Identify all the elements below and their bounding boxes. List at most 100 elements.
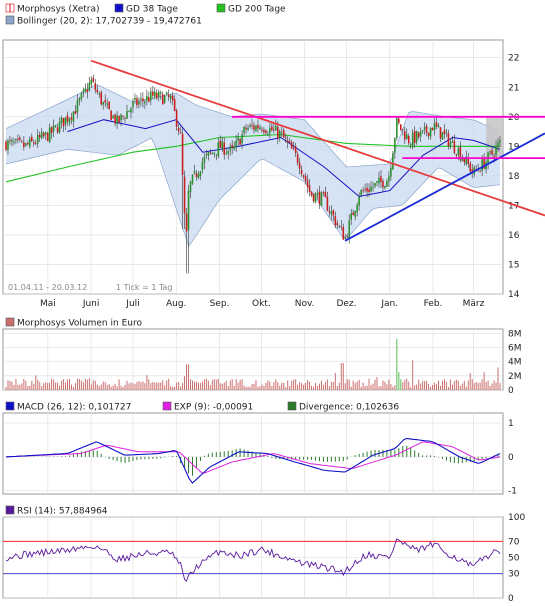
signal-line — [5, 441, 501, 474]
candle-body — [286, 140, 289, 143]
legend-swatch — [216, 3, 226, 13]
candle-body — [441, 132, 444, 140]
candle-body — [80, 93, 83, 99]
candle-body — [66, 115, 69, 122]
candle-body — [358, 196, 360, 206]
candle-body — [175, 110, 178, 127]
y-tick-label: 50 — [508, 554, 520, 564]
candle-body — [493, 155, 495, 157]
candle-body — [225, 152, 228, 154]
candle-body — [217, 142, 220, 157]
macd-panel — [2, 412, 504, 495]
candle-body — [27, 143, 29, 145]
candle-body — [306, 180, 309, 187]
candle-body — [425, 125, 428, 133]
candle-body — [118, 115, 120, 123]
candle-body — [257, 125, 259, 129]
legend-swatch — [5, 15, 15, 25]
candle-body — [298, 162, 301, 169]
candle-body — [13, 141, 15, 143]
candle-body — [350, 213, 352, 220]
y-tick-label: 0 — [508, 386, 514, 396]
candle-body — [233, 146, 235, 149]
candle-body — [54, 125, 57, 127]
candle-body — [280, 132, 283, 133]
legend-label: Morphosys Volumen in Euro — [17, 319, 142, 329]
candle-body — [56, 127, 59, 133]
candle-body — [114, 114, 116, 124]
candle-body — [44, 132, 47, 135]
y-tick-label: 0 — [508, 453, 514, 463]
candle-body — [9, 140, 11, 142]
candle-body — [433, 123, 436, 130]
candle-body — [247, 127, 249, 130]
y-tick-label: 2M — [508, 372, 522, 382]
price-legend: Morphosys (Xetra) GD 38 Tage GD 200 Tage Bo… — [5, 3, 286, 27]
candle-body — [209, 152, 212, 154]
candle-body — [58, 121, 61, 133]
candle-body — [86, 89, 89, 93]
candle-body — [88, 82, 91, 91]
candle-body — [11, 140, 13, 142]
candle-body — [193, 171, 196, 173]
candle-body — [284, 137, 287, 139]
candle-body — [112, 115, 114, 119]
candle-body — [419, 131, 422, 137]
candle-body — [310, 191, 313, 196]
candle-body — [154, 91, 156, 97]
candle-body — [489, 151, 491, 153]
candle-body — [261, 129, 263, 131]
y-tick-label: 20 — [508, 113, 520, 123]
candle-body — [326, 196, 329, 211]
candle-body — [34, 143, 37, 145]
candle-body — [92, 77, 95, 82]
legend-label: Morphosys (Xetra) — [17, 5, 100, 15]
candle-body — [322, 192, 325, 194]
candle-body — [32, 141, 35, 144]
candle-body — [255, 125, 257, 132]
candle-body — [467, 158, 470, 164]
y-tick-label: 8M — [508, 329, 522, 339]
candle-body — [469, 163, 472, 172]
candle-body — [356, 204, 358, 213]
shaded-resistance-zone — [486, 116, 503, 159]
candle-body — [23, 142, 25, 148]
candle-body — [130, 108, 132, 113]
candle-body — [17, 138, 19, 140]
y-tick-label: 100 — [508, 513, 525, 523]
candle-body — [169, 95, 172, 99]
candle-body — [167, 94, 170, 98]
candle-body — [221, 141, 224, 150]
candle-body — [384, 186, 386, 188]
date-range-note: 01.04.11 - 20.03.12 — [8, 283, 87, 292]
candle-body — [48, 127, 51, 143]
candle-body — [253, 125, 255, 130]
candle-body — [7, 140, 9, 150]
candle-body — [82, 89, 85, 94]
candle-body — [304, 176, 307, 181]
candle-body — [90, 79, 93, 85]
volume-panel — [2, 328, 504, 391]
candle-body — [96, 89, 99, 93]
candle-body — [292, 147, 295, 149]
candle-body — [201, 162, 204, 171]
candle-body — [219, 140, 222, 148]
candle-body — [439, 127, 442, 139]
candle-body — [378, 177, 380, 184]
candle-body — [354, 210, 356, 218]
candle-body — [376, 181, 378, 183]
candle-body — [411, 132, 414, 146]
candle-body — [205, 154, 208, 156]
candle-body — [108, 101, 110, 109]
candle-body — [124, 118, 126, 120]
candle-body — [223, 142, 226, 155]
candle-body — [239, 138, 241, 145]
y-tick-label: 14 — [508, 290, 520, 300]
candle-body — [189, 181, 192, 193]
candle-body — [352, 212, 354, 216]
candle-body — [386, 181, 388, 187]
candle-body — [173, 99, 176, 111]
candle-body — [278, 131, 281, 139]
candle-body — [136, 98, 138, 106]
y-tick-label: 70 — [508, 537, 520, 547]
